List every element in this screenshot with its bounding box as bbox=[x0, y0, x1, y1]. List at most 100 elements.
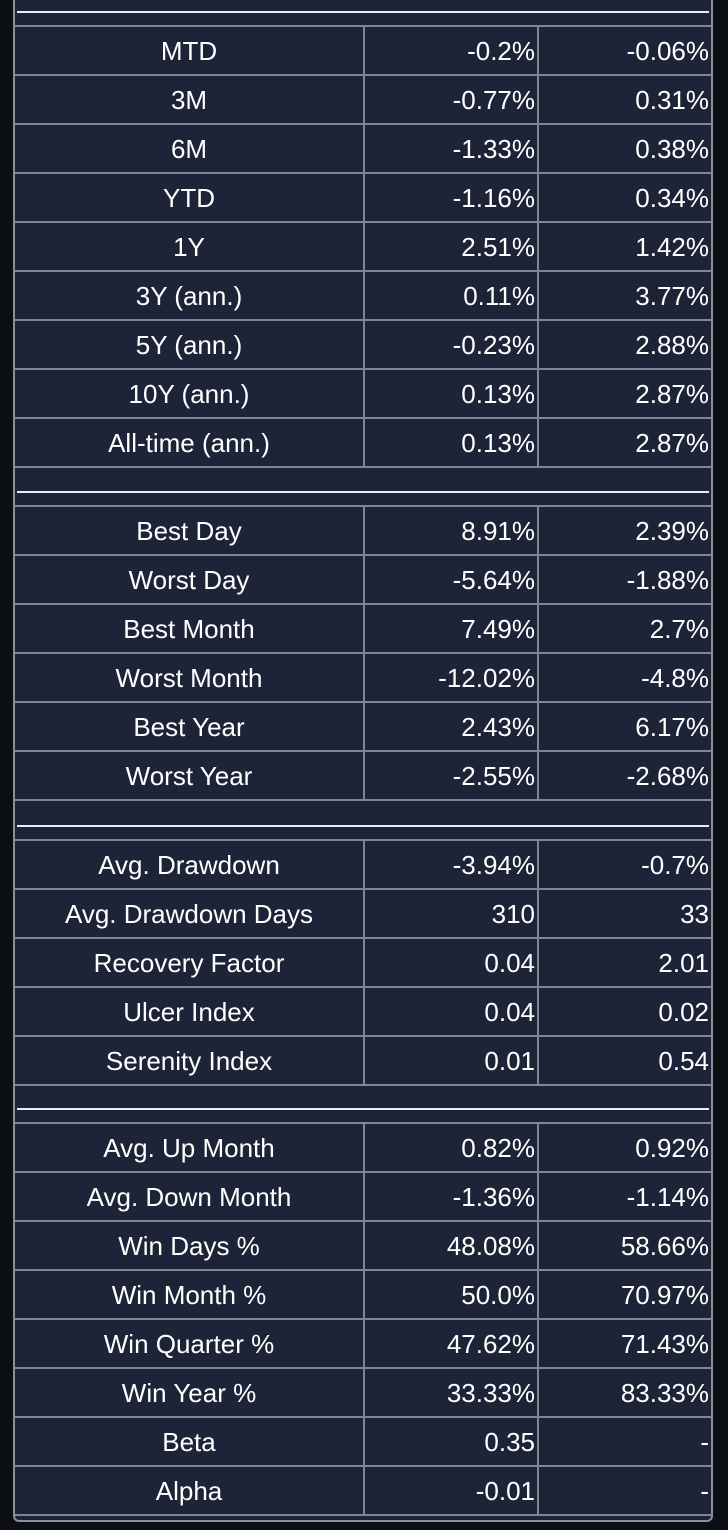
benchmark-value: -2.68% bbox=[537, 750, 711, 801]
benchmark-value: 0.92% bbox=[537, 1122, 711, 1173]
table-row: Best Day 8.91% 2.39% bbox=[15, 505, 711, 556]
benchmark-value: 71.43% bbox=[537, 1318, 711, 1369]
strategy-value: -0.2% bbox=[363, 25, 539, 76]
strategy-value: 2.43% bbox=[363, 701, 539, 752]
table-row: Win Quarter % 47.62% 71.43% bbox=[15, 1318, 711, 1369]
metric-label: Beta bbox=[15, 1416, 365, 1467]
strategy-value: 310 bbox=[363, 888, 539, 939]
strategy-value: 0.13% bbox=[363, 417, 539, 468]
benchmark-value: 6.17% bbox=[537, 701, 711, 752]
metric-label: YTD bbox=[15, 172, 365, 223]
strategy-value: -5.64% bbox=[363, 554, 539, 605]
metric-label: Ulcer Index bbox=[15, 986, 365, 1037]
strategy-value: 0.01 bbox=[363, 1035, 539, 1086]
benchmark-value: 2.7% bbox=[537, 603, 711, 654]
strategy-value: 0.82% bbox=[363, 1122, 539, 1173]
strategy-value: 47.62% bbox=[363, 1318, 539, 1369]
strategy-value: -12.02% bbox=[363, 652, 539, 703]
strategy-value: -2.55% bbox=[363, 750, 539, 801]
benchmark-value: -0.06% bbox=[537, 25, 711, 76]
table-row: Serenity Index 0.01 0.54 bbox=[15, 1035, 711, 1086]
strategy-value: -1.36% bbox=[363, 1171, 539, 1222]
strategy-value: 48.08% bbox=[363, 1220, 539, 1271]
benchmark-value: 0.02 bbox=[537, 986, 711, 1037]
metric-label: 10Y (ann.) bbox=[15, 368, 365, 419]
strategy-value: 0.35 bbox=[363, 1416, 539, 1467]
metric-label: Serenity Index bbox=[15, 1035, 365, 1086]
metric-label: Avg. Drawdown bbox=[15, 839, 365, 890]
benchmark-value: 58.66% bbox=[537, 1220, 711, 1271]
table-row: Avg. Drawdown -3.94% -0.7% bbox=[15, 839, 711, 890]
table-row: Avg. Drawdown Days 310 33 bbox=[15, 888, 711, 939]
metric-label: 1Y bbox=[15, 221, 365, 272]
metric-label: Win Quarter % bbox=[15, 1318, 365, 1369]
section-divider bbox=[17, 825, 709, 827]
metrics-table-drawdown: Avg. Drawdown -3.94% -0.7% Avg. Drawdown… bbox=[15, 839, 711, 1086]
strategy-value: -3.94% bbox=[363, 839, 539, 890]
strategy-value: -0.01 bbox=[363, 1465, 539, 1516]
metric-label: Best Year bbox=[15, 701, 365, 752]
benchmark-value: -1.14% bbox=[537, 1171, 711, 1222]
metric-label: Worst Day bbox=[15, 554, 365, 605]
strategy-value: 2.51% bbox=[363, 221, 539, 272]
benchmark-value: 70.97% bbox=[537, 1269, 711, 1320]
metric-label: Win Year % bbox=[15, 1367, 365, 1418]
table-row: Worst Day -5.64% -1.88% bbox=[15, 554, 711, 605]
metric-label: Avg. Drawdown Days bbox=[15, 888, 365, 939]
table-row: 10Y (ann.) 0.13% 2.87% bbox=[15, 368, 711, 419]
metric-label: Recovery Factor bbox=[15, 937, 365, 988]
table-row: 5Y (ann.) -0.23% 2.88% bbox=[15, 319, 711, 370]
benchmark-value: 2.01 bbox=[537, 937, 711, 988]
metric-label: Avg. Down Month bbox=[15, 1171, 365, 1222]
benchmark-value: 0.34% bbox=[537, 172, 711, 223]
section-divider bbox=[17, 491, 709, 493]
section-divider bbox=[17, 11, 709, 13]
strategy-value: -1.16% bbox=[363, 172, 539, 223]
benchmark-value: -1.88% bbox=[537, 554, 711, 605]
benchmark-value: 33 bbox=[537, 888, 711, 939]
benchmark-value: 0.38% bbox=[537, 123, 711, 174]
benchmark-value: - bbox=[537, 1416, 711, 1467]
metrics-panel: MTD -0.2% -0.06% 3M -0.77% 0.31% 6M -1.3… bbox=[13, 0, 713, 1522]
table-row: Best Year 2.43% 6.17% bbox=[15, 701, 711, 752]
table-row: Alpha -0.01 - bbox=[15, 1465, 711, 1516]
metric-label: Best Day bbox=[15, 505, 365, 556]
strategy-value: -0.77% bbox=[363, 74, 539, 125]
table-row: Recovery Factor 0.04 2.01 bbox=[15, 937, 711, 988]
metrics-table-win-rates: Avg. Up Month 0.82% 0.92% Avg. Down Mont… bbox=[15, 1122, 711, 1516]
strategy-value: 0.13% bbox=[363, 368, 539, 419]
table-row: 3M -0.77% 0.31% bbox=[15, 74, 711, 125]
table-row: Ulcer Index 0.04 0.02 bbox=[15, 986, 711, 1037]
benchmark-value: 3.77% bbox=[537, 270, 711, 321]
section-divider bbox=[17, 1108, 709, 1110]
table-row: Worst Year -2.55% -2.68% bbox=[15, 750, 711, 801]
strategy-value: 8.91% bbox=[363, 505, 539, 556]
benchmark-value: 2.87% bbox=[537, 417, 711, 468]
benchmark-value: 83.33% bbox=[537, 1367, 711, 1418]
table-row: Avg. Up Month 0.82% 0.92% bbox=[15, 1122, 711, 1173]
table-row: Win Days % 48.08% 58.66% bbox=[15, 1220, 711, 1271]
table-row: Win Month % 50.0% 70.97% bbox=[15, 1269, 711, 1320]
table-row: 3Y (ann.) 0.11% 3.77% bbox=[15, 270, 711, 321]
metric-label: Worst Month bbox=[15, 652, 365, 703]
table-row: 1Y 2.51% 1.42% bbox=[15, 221, 711, 272]
table-row: MTD -0.2% -0.06% bbox=[15, 25, 711, 76]
benchmark-value: 2.39% bbox=[537, 505, 711, 556]
benchmark-value: 0.31% bbox=[537, 74, 711, 125]
benchmark-value: -0.7% bbox=[537, 839, 711, 890]
metric-label: Avg. Up Month bbox=[15, 1122, 365, 1173]
metric-label: MTD bbox=[15, 25, 365, 76]
table-row: Best Month 7.49% 2.7% bbox=[15, 603, 711, 654]
metric-label: 3Y (ann.) bbox=[15, 270, 365, 321]
table-row: 6M -1.33% 0.38% bbox=[15, 123, 711, 174]
metrics-table-returns: MTD -0.2% -0.06% 3M -0.77% 0.31% 6M -1.3… bbox=[15, 25, 711, 468]
strategy-value: -0.23% bbox=[363, 319, 539, 370]
metric-label: 3M bbox=[15, 74, 365, 125]
benchmark-value: 0.54 bbox=[537, 1035, 711, 1086]
table-row: YTD -1.16% 0.34% bbox=[15, 172, 711, 223]
strategy-value: -1.33% bbox=[363, 123, 539, 174]
strategy-value: 0.04 bbox=[363, 937, 539, 988]
benchmark-value: 2.88% bbox=[537, 319, 711, 370]
benchmark-value: 1.42% bbox=[537, 221, 711, 272]
table-row: All-time (ann.) 0.13% 2.87% bbox=[15, 417, 711, 468]
